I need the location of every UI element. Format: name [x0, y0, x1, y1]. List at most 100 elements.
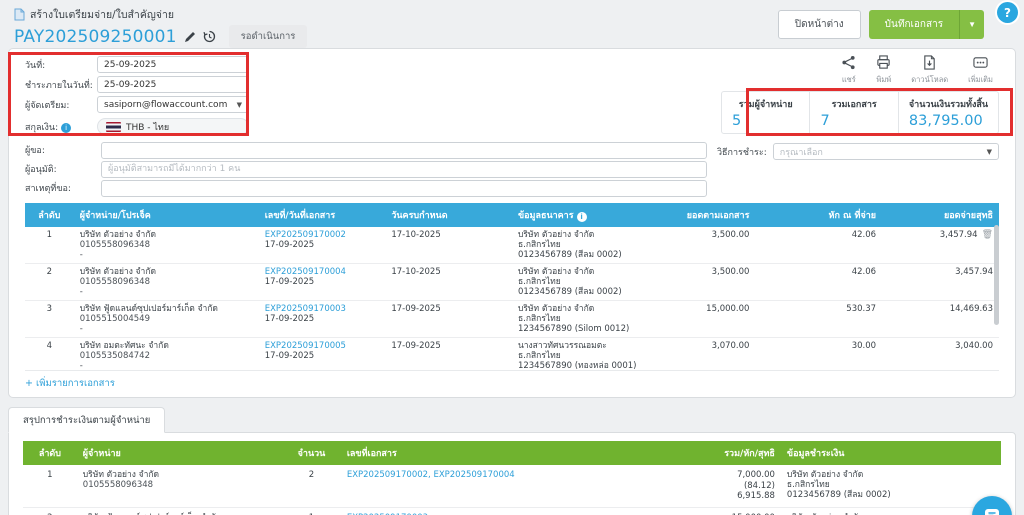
reason-label: สาเหตุที่ขอ:	[25, 184, 71, 194]
currency-field[interactable]: THB - ไทย	[97, 118, 249, 135]
delete-row-icon[interactable]: 🗑	[981, 230, 993, 240]
print-label: พิมพ์	[876, 75, 892, 84]
amount-cell: 15,000.00	[648, 300, 756, 339]
doc-cell: EXP202509170005 17-09-2025	[258, 337, 386, 370]
tab-payment-summary[interactable]: สรุปการชำระเงินตามผู้จำหน่าย	[8, 407, 166, 433]
print-icon	[876, 55, 891, 73]
document-links[interactable]: EXP202509170003	[347, 513, 428, 515]
docs-cell: EXP202509170002, EXP202509170004	[340, 465, 693, 508]
chat-icon	[983, 506, 1001, 515]
total-documents: รวมเอกสาร 7	[809, 92, 897, 133]
wht-cell: 42.06	[755, 263, 883, 302]
col-payment-info: ข้อมูลชำระเงิน	[780, 441, 1001, 465]
payment-summary-section: สรุปการชำระเงินตามผู้จำหน่าย ลำดับ ผู้จำ…	[8, 407, 1016, 515]
document-links[interactable]: EXP202509170002, EXP202509170004	[346, 470, 515, 480]
net-cell: 3,457.94	[882, 263, 999, 302]
bank-cell: บริษัท ตัวอย่าง จำกัด ธ.กสิกรไทย 012345678…	[511, 227, 649, 265]
info-icon: i	[576, 212, 587, 222]
document-table-row: 3 บริษัท ฟู้ดแลนด์ซุปเปอร์มาร์เก็ต จำกัด 0…	[25, 300, 999, 339]
due-date-cell: 17-09-2025	[385, 300, 512, 339]
document-table-row: 1 บริษัท ตัวอย่าง จำกัด 0105558096348- EXP2…	[25, 227, 999, 265]
col-vendor: ผู้จำหน่าย/โปรเจ็ค	[73, 203, 259, 227]
wht-cell: 530.37	[755, 300, 883, 339]
currency-label: สกุลเงิน: i	[25, 120, 97, 134]
save-dropdown-caret[interactable]: ▼	[959, 10, 984, 39]
close-window-button[interactable]: ปิดหน้าต่าง	[777, 10, 861, 39]
currency-value: THB - ไทย	[126, 122, 170, 133]
wht-cell: 30.00	[755, 337, 883, 370]
share-button[interactable]: แชร์	[841, 55, 856, 86]
document-link[interactable]: EXP202509170003	[264, 304, 346, 315]
vendor-cell: บริษัท ตัวอย่าง จำกัด 0105558096348	[76, 465, 283, 508]
total-amount: จำนวนเงินรวมทั้งสิ้น 83,795.00	[897, 92, 998, 133]
row-no: 1	[23, 465, 77, 508]
payment-info-cell: บริษัท ตัวอย่าง จำกัด ธ.กสิกรไทย 012345678…	[780, 465, 1001, 508]
col-docs: เลขที่เอกสาร	[340, 441, 693, 465]
row-no: 2	[25, 263, 74, 302]
due-date-cell: 17-09-2025	[385, 337, 512, 370]
col-amounts: รวม/หัก/สุทธิ	[692, 441, 781, 465]
chevron-down-icon: ▼	[236, 100, 242, 109]
vendor-cell: บริษัท ตัวอย่าง จำกัด 0105558096348-	[73, 263, 259, 302]
document-form-card: วันที่: ชำระภายในวันที่: ผู้จัดเตรียม: s…	[8, 48, 1016, 398]
col-wht: หัก ณ ที่จ่าย	[755, 203, 883, 227]
col-bank: ข้อมูลธนาคาร i	[511, 203, 649, 227]
status-badge: รอดำเนินการ	[228, 25, 308, 48]
pdf-download-icon	[922, 55, 937, 73]
table-scrollbar[interactable]	[994, 225, 999, 325]
bank-cell: บริษัท ตัวอย่าง จำกัด ธ.กสิกรไทย 012345678…	[511, 263, 649, 302]
more-label: เพิ่มเติม	[968, 75, 993, 84]
document-icon	[14, 8, 25, 21]
due-date-cell: 17-10-2025	[385, 227, 512, 265]
col-due: วันครบกำหนด	[385, 203, 512, 227]
table-header-row: ลำดับ ผู้จำหน่าย/โปรเจ็ค เลขที่/วันที่เอ…	[25, 203, 999, 227]
net-cell: 3,457.94 🗑	[882, 227, 999, 265]
reason-input[interactable]	[101, 179, 707, 197]
amounts-cell: 7,000.00 (84.12) 6,915.88	[692, 465, 781, 508]
info-icon: i	[61, 122, 72, 133]
add-document-row-link[interactable]: + เพิ่มรายการเอกสาร	[25, 378, 115, 389]
doc-cell: EXP202509170003 17-09-2025	[258, 300, 386, 339]
payment-method-select[interactable]: กรุณาเลือก ▼	[772, 143, 999, 160]
col-no: ลำดับ	[25, 203, 74, 227]
print-button[interactable]: พิมพ์	[876, 55, 891, 86]
document-link[interactable]: EXP202509170002	[264, 230, 346, 240]
date-input[interactable]	[97, 56, 249, 73]
document-link[interactable]: EXP202509170005	[264, 341, 346, 352]
payment-info-cell: บริษัท ตัวอย่าง จำกัดธ.กสิกรไทย123456789…	[780, 507, 1001, 515]
net-cell: 3,040.00	[882, 337, 999, 370]
preparer-select[interactable]: sasiporn@flowaccount.com ▼	[97, 96, 249, 113]
document-actions: แชร์ พิมพ์ ดาวน์โหลด เพิ่มเติม	[721, 55, 999, 86]
doc-cell: EXP202509170002 17-09-2025	[258, 227, 386, 265]
requester-input[interactable]	[101, 141, 707, 159]
approver-label: ผู้อนุมัติ:	[25, 165, 57, 175]
pay-within-input[interactable]	[97, 76, 249, 93]
amount-cell: 3,500.00	[648, 263, 756, 302]
col-doc: เลขที่/วันที่เอกสาร	[258, 203, 386, 227]
document-number: PAY202509250001	[14, 26, 177, 47]
amounts-cell: 15,000.00(530.37)14,469.63	[692, 507, 781, 515]
more-icon	[973, 55, 988, 73]
save-document-button[interactable]: บันทึกเอกสาร	[868, 10, 960, 39]
summary-header-row: ลำดับ ผู้จำหน่าย จำนวน เลขที่เอกสาร รวม/…	[23, 441, 1001, 465]
edit-pencil-icon[interactable]	[184, 31, 196, 43]
col-net: ยอดจ่ายสุทธิ	[882, 203, 999, 227]
document-table-container: ลำดับ ผู้จำหน่าย/โปรเจ็ค เลขที่/วันที่เอ…	[25, 203, 999, 371]
chat-support-button[interactable]	[972, 496, 1012, 515]
row-no: 2	[23, 507, 77, 515]
doc-cell: EXP202509170004 17-09-2025	[258, 263, 386, 302]
more-button[interactable]: เพิ่มเติม	[968, 55, 993, 86]
document-table: ลำดับ ผู้จำหน่าย/โปรเจ็ค เลขที่/วันที่เอ…	[25, 203, 999, 370]
document-table-row: 4 บริษัท อมตะทัศนะ จำกัด 0105535084742- EXP…	[25, 337, 999, 370]
page-title: สร้างใบเตรียมจ่าย/ใบสำคัญจ่าย	[30, 9, 174, 21]
approver-input[interactable]	[101, 160, 707, 178]
history-icon[interactable]	[203, 30, 216, 43]
title-block: สร้างใบเตรียมจ่าย/ใบสำคัญจ่าย PAY2025092…	[14, 6, 308, 48]
document-link[interactable]: EXP202509170004	[264, 267, 346, 278]
total-vendors: รวมผู้จำหน่าย 5	[722, 92, 809, 133]
help-button[interactable]: ?	[997, 2, 1018, 23]
payment-method-value: กรุณาเลือก	[779, 147, 823, 158]
payment-summary-row: 2บริษัท ฟู้ดแลนด์ซุปเปอร์มาร์เก็ต จำกัด0…	[23, 507, 1001, 515]
pdf-download-button[interactable]: ดาวน์โหลด	[911, 55, 948, 86]
